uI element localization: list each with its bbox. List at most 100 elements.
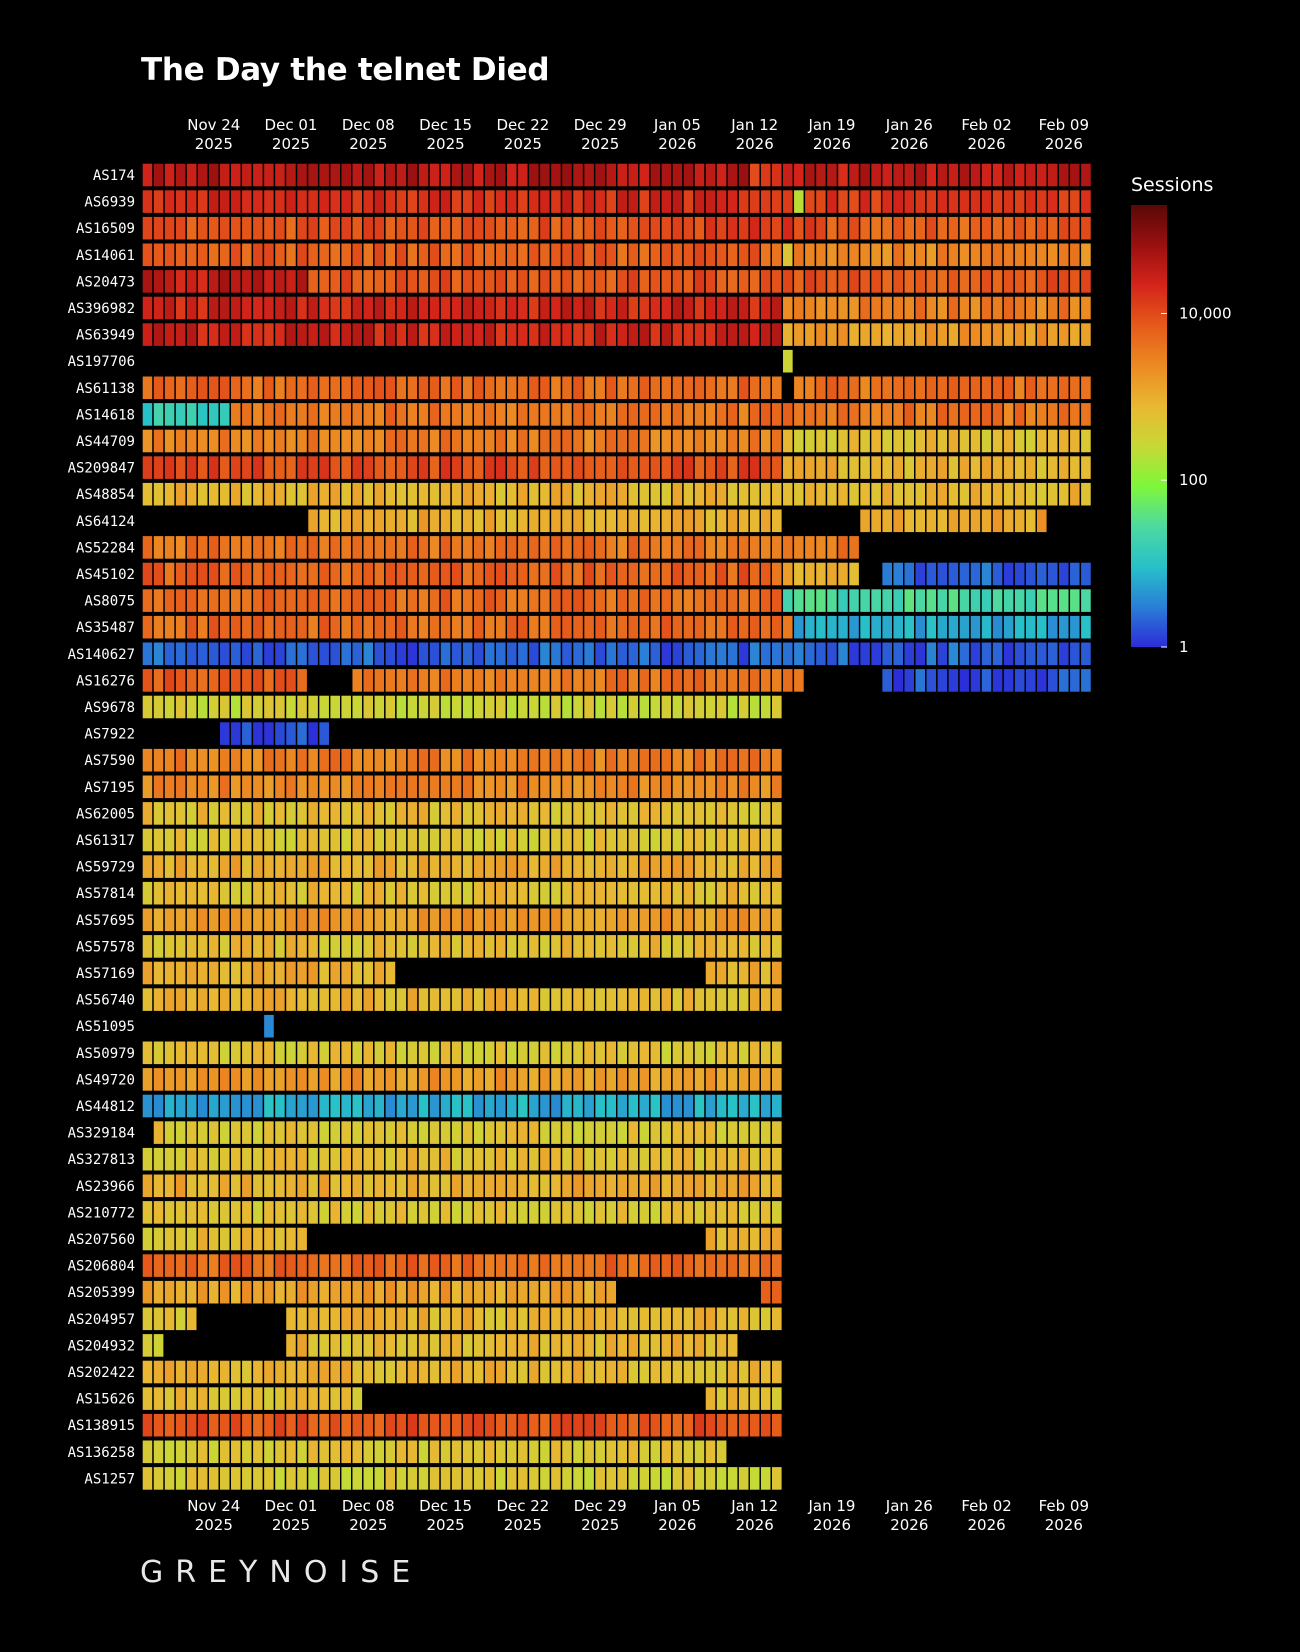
- x-tick-label: 2026: [736, 1516, 774, 1534]
- heatmap-cell: [814, 242, 828, 268]
- heatmap-cell: [748, 188, 761, 215]
- heatmap-cell: [693, 561, 706, 587]
- heatmap-cell: [616, 774, 629, 800]
- heatmap-cell: [295, 986, 309, 1013]
- heatmap-cell: [638, 1306, 651, 1332]
- heatmap-cell: [461, 933, 474, 960]
- heatmap-cell: [229, 268, 243, 295]
- heatmap-cell: [726, 481, 739, 507]
- heatmap-cell: [770, 774, 784, 800]
- y-tick-label: AS48854: [76, 487, 135, 503]
- heatmap-cell: [284, 1226, 298, 1252]
- heatmap-cell: [328, 1173, 342, 1199]
- heatmap-cell: [582, 587, 596, 614]
- heatmap-cell: [671, 747, 684, 773]
- heatmap-cell: [185, 1040, 198, 1066]
- heatmap-cell: [505, 614, 519, 640]
- heatmap-cell: [196, 401, 209, 428]
- heatmap-cell: [781, 428, 795, 454]
- heatmap-cell: [969, 162, 982, 188]
- heatmap-cell: [262, 1146, 276, 1172]
- heatmap-cell: [748, 481, 761, 507]
- heatmap-cell: [373, 853, 386, 880]
- heatmap-cell: [262, 1066, 276, 1093]
- heatmap-cell: [262, 1040, 276, 1066]
- heatmap-cell: [538, 1279, 552, 1305]
- heatmap-cell: [549, 481, 563, 507]
- y-tick-label: AS14061: [76, 248, 135, 264]
- heatmap-cell: [351, 1173, 364, 1199]
- heatmap-cell: [549, 747, 563, 773]
- heatmap-cell: [384, 986, 397, 1013]
- heatmap-cell: [649, 827, 662, 853]
- heatmap-cell: [715, 1412, 728, 1438]
- heatmap-cell: [704, 907, 717, 933]
- heatmap-cell: [395, 800, 408, 827]
- heatmap-cell: [638, 1093, 651, 1119]
- heatmap-cell: [682, 641, 695, 667]
- heatmap-cell: [284, 1199, 298, 1226]
- heatmap-cell: [262, 1385, 276, 1412]
- heatmap-cell: [461, 1252, 474, 1279]
- heatmap-cell: [903, 215, 916, 241]
- heatmap-cell: [284, 827, 298, 853]
- heatmap-cell: [936, 428, 949, 454]
- heatmap-cell: [152, 667, 165, 694]
- heatmap-cell: [472, 747, 485, 773]
- heatmap-cell: [538, 880, 552, 906]
- heatmap-cell: [306, 1279, 320, 1305]
- heatmap-cell: [538, 401, 552, 428]
- heatmap-cell: [240, 454, 254, 481]
- heatmap-cell: [472, 1119, 485, 1146]
- heatmap-cell: [538, 853, 552, 880]
- heatmap-cell: [781, 188, 795, 215]
- heatmap-cell: [604, 268, 618, 295]
- heatmap-cell: [1068, 242, 1082, 268]
- heatmap-cell: [428, 428, 441, 454]
- heatmap-cell: [185, 1173, 198, 1199]
- heatmap-cell: [295, 1173, 309, 1199]
- heatmap-cell: [141, 242, 154, 268]
- y-tick-label: AS49720: [76, 1072, 135, 1088]
- heatmap-cell: [417, 1412, 430, 1438]
- heatmap-cell: [395, 508, 408, 534]
- heatmap-cell: [969, 242, 982, 268]
- heatmap-cell: [1035, 561, 1048, 587]
- heatmap-cell: [549, 242, 563, 268]
- x-tick-label: Jan 26: [885, 116, 933, 134]
- x-tick-label: 2025: [349, 1516, 387, 1534]
- heatmap-cell: [362, 641, 375, 667]
- heatmap-cell: [571, 1119, 585, 1146]
- heatmap-cell: [384, 1412, 397, 1438]
- heatmap-cell: [660, 907, 673, 933]
- heatmap-cell: [649, 986, 662, 1013]
- heatmap-cell: [748, 614, 761, 640]
- heatmap-cell: [417, 880, 430, 906]
- heatmap-cell: [947, 587, 960, 614]
- heatmap-cell: [1046, 321, 1060, 348]
- heatmap-cell: [715, 853, 728, 880]
- heatmap-cell: [1057, 321, 1071, 348]
- heatmap-cell: [174, 907, 187, 933]
- heatmap-cell: [593, 1093, 607, 1119]
- heatmap-cell: [384, 587, 397, 614]
- heatmap-cell: [218, 907, 232, 933]
- heatmap-cell: [582, 853, 596, 880]
- heatmap-cell: [306, 1252, 320, 1279]
- heatmap-cell: [406, 1306, 419, 1332]
- heatmap-cell: [163, 534, 176, 561]
- heatmap-cell: [1057, 561, 1071, 587]
- heatmap-cell: [560, 853, 574, 880]
- x-tick-label: Dec 22: [496, 116, 549, 134]
- heatmap-cell: [251, 587, 265, 614]
- heatmap-cell: [461, 827, 474, 853]
- heatmap-cell: [362, 1146, 375, 1172]
- heatmap-cell: [516, 1040, 530, 1066]
- heatmap-cell: [1035, 401, 1048, 428]
- heatmap-cell: [582, 1332, 596, 1359]
- heatmap-cell: [196, 321, 209, 348]
- heatmap-cell: [284, 1465, 298, 1492]
- heatmap-cell: [373, 1359, 386, 1385]
- heatmap-cell: [406, 933, 419, 960]
- heatmap-cell: [571, 534, 585, 561]
